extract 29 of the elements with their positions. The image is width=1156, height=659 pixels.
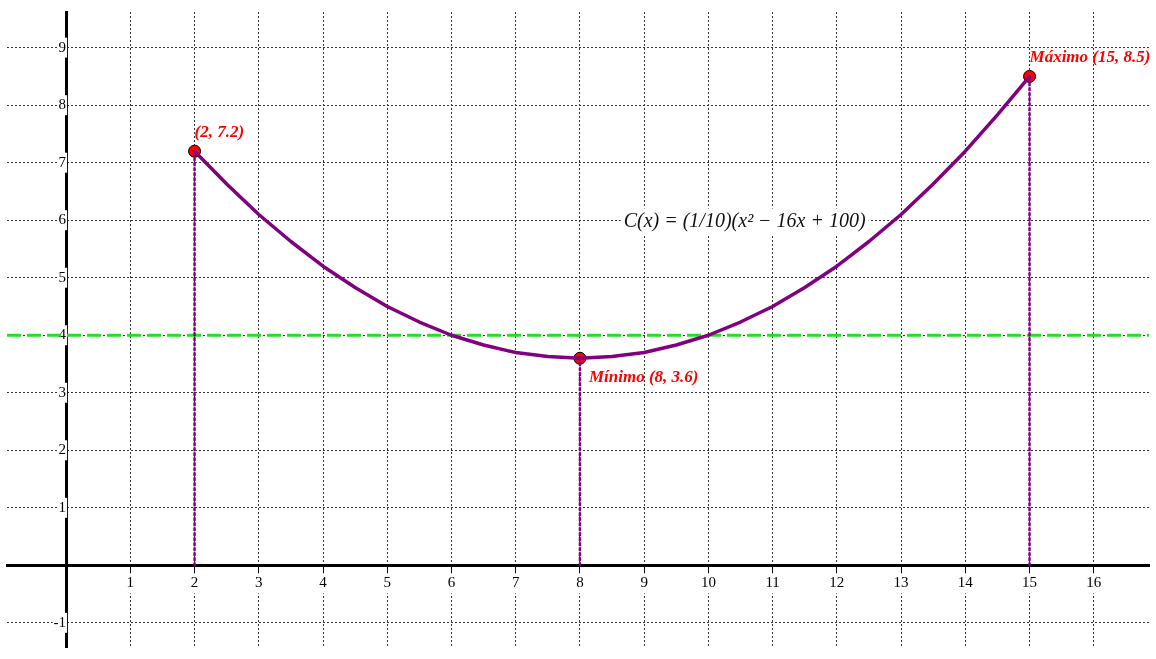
annotation: Máximo (15, 8.5)	[1028, 47, 1151, 67]
x-tick-label: 1	[126, 574, 135, 591]
x-tick-label: 7	[511, 574, 520, 591]
x-tick-label: 12	[829, 574, 845, 591]
y-tick-label: 6	[58, 211, 67, 228]
x-tick-label: 10	[700, 574, 716, 591]
y-tick-label: 5	[58, 268, 67, 285]
x-tick-label: 11	[765, 574, 780, 591]
x-tick-label: 9	[640, 574, 648, 591]
x-tick-label: 5	[383, 574, 391, 591]
x-tick-label: 14	[957, 574, 974, 591]
x-tick-label: 2	[190, 574, 199, 591]
x-tick-label: 15	[1022, 574, 1038, 591]
y-tick-label: 2	[58, 441, 67, 458]
x-tick-label: 16	[1086, 574, 1102, 591]
annotation: Mínimo (8, 3.6)	[587, 367, 699, 387]
y-tick-label: 9	[58, 38, 67, 55]
annotation: C(x) = (1/10)(x² − 16x + 100)	[623, 208, 866, 232]
annotation: (2, 7.2)	[194, 122, 245, 142]
y-tick-label: 3	[58, 383, 67, 400]
x-tick-label: 4	[319, 574, 328, 591]
x-tick-label: 8	[576, 574, 584, 591]
y-tick-label: 1	[58, 498, 67, 515]
x-tick-label: 13	[893, 574, 909, 591]
x-tick-label: 6	[447, 574, 456, 591]
y-tick-label: 7	[58, 153, 67, 170]
x-tick-label: 3	[255, 574, 263, 591]
y-tick-label: 8	[58, 96, 67, 113]
y-tick-label: -1	[53, 613, 67, 630]
